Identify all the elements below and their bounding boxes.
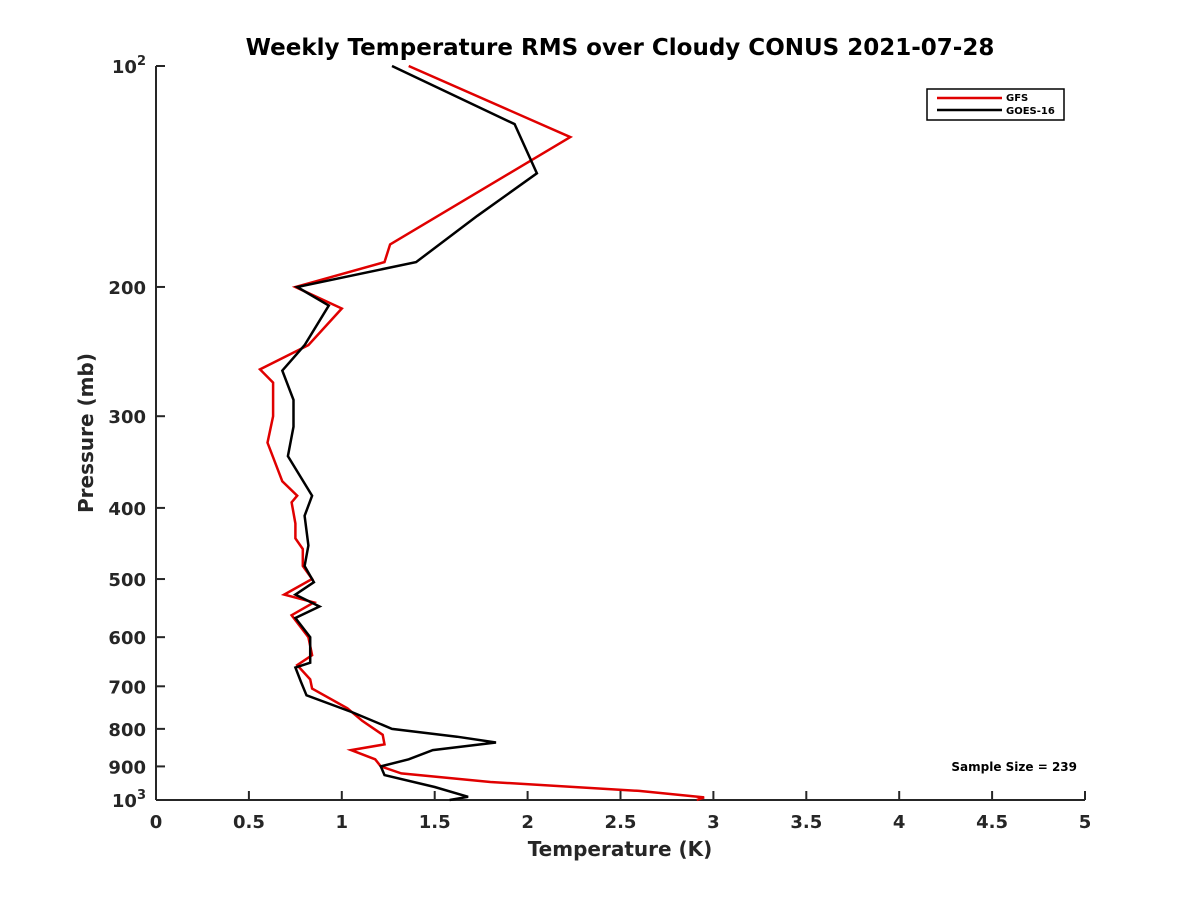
y-tick-label-6: 700 — [108, 677, 146, 698]
x-tick-label-7: 3.5 — [790, 812, 822, 833]
x-tick-label-9: 4.5 — [976, 812, 1008, 833]
y-tick-label-4: 500 — [108, 570, 146, 591]
x-tick-label-8: 4 — [893, 812, 906, 833]
series-line-gfs — [257, 64, 705, 802]
x-tick-label-10: 5 — [1079, 812, 1092, 833]
sample-size-annotation: Sample Size = 239 — [951, 760, 1077, 774]
legend-label-gfs: GFS — [1006, 93, 1028, 104]
x-tick-label-3: 1.5 — [419, 812, 451, 833]
legend-label-goes16: GOES-16 — [1006, 106, 1055, 117]
y-tick-label-1: 200 — [108, 278, 146, 299]
x-tick-label-0: 0 — [150, 812, 163, 833]
y-tick-label-0: 102 — [112, 54, 146, 78]
y-tick-label-8: 900 — [108, 757, 146, 778]
x-tick-label-6: 3 — [707, 812, 720, 833]
x-tick-label-5: 2.5 — [605, 812, 637, 833]
legend: GFS GOES-16 — [926, 88, 1065, 121]
x-tick-label-4: 2 — [521, 812, 534, 833]
y-tick-label-3: 400 — [108, 499, 146, 520]
series-line-goes-16 — [280, 64, 539, 802]
x-tick-label-2: 1 — [336, 812, 349, 833]
y-tick-label-5: 600 — [108, 628, 146, 649]
plot-area: 0 0.5 1 1.5 2 2.5 3 3.5 4 4.5 5 102 200 300 400 500 600 7… — [108, 54, 1091, 833]
y-tick-label-2: 300 — [108, 407, 146, 428]
y-tick-label-7: 800 — [108, 720, 146, 741]
y-axis-title: Pressure (mb) — [74, 353, 98, 513]
legend-box — [926, 88, 1065, 121]
chart-title: Weekly Temperature RMS over Cloudy CONUS… — [246, 35, 995, 61]
y-tick-label-9: 103 — [112, 788, 146, 812]
x-tick-label-1: 0.5 — [233, 812, 265, 833]
x-axis-title: Temperature (K) — [528, 837, 713, 861]
